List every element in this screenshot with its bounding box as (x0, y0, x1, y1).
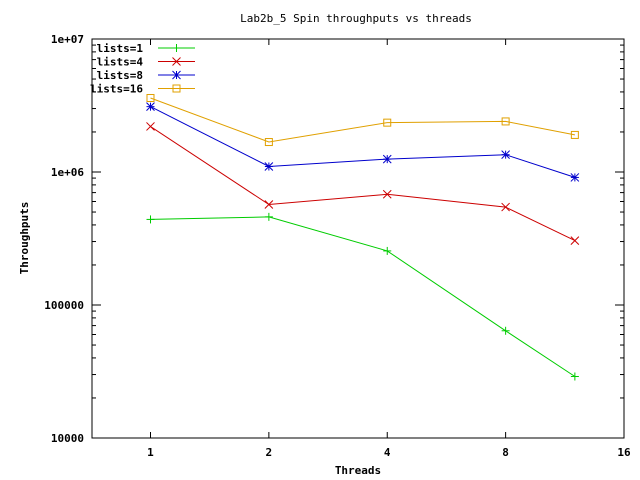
x-tick-label: 1 (147, 446, 154, 459)
chart-title: Lab2b_5 Spin throughputs vs threads (240, 12, 472, 25)
series-line (150, 97, 575, 143)
data-point (382, 189, 392, 199)
legend-swatch-marker (172, 84, 181, 93)
series-line (150, 216, 576, 377)
series-line (150, 106, 576, 178)
data-point (570, 372, 579, 381)
data-point (264, 138, 273, 147)
data-point (264, 200, 274, 209)
data-point-d2 (146, 122, 155, 131)
data-point (383, 246, 392, 255)
y-axis-title: Throughputs (18, 202, 31, 275)
x-tick-label: 16 (617, 446, 631, 459)
data-point (501, 326, 510, 335)
legend-swatch-marker (172, 57, 181, 66)
x-axis-title: Threads (335, 464, 381, 477)
legend-label: lists=8 (97, 69, 143, 82)
axis-ticks (92, 38, 625, 439)
data-point (382, 154, 392, 164)
data-point-d2 (264, 200, 274, 209)
axis-tick-labels: 1 2 4 8 16 10000 100000 1e+06 1e+07 (44, 33, 631, 459)
legend-label: lists=4 (97, 56, 144, 69)
legend-swatch-marker-d2 (172, 57, 181, 66)
data-point (146, 94, 155, 103)
data-point-d2 (264, 162, 274, 171)
data-point-d2 (501, 202, 510, 212)
data-point (501, 117, 510, 126)
data-point (570, 173, 580, 182)
legend-label: lists=1 (97, 42, 144, 55)
y-tick-label: 100000 (44, 299, 84, 312)
y-tick-label: 1e+06 (51, 166, 84, 179)
data-point (264, 212, 273, 221)
data-point-d2 (501, 150, 510, 160)
x-tick-label: 4 (384, 446, 391, 459)
x-tick-label: 2 (266, 446, 273, 459)
y-tick-label: 1e+07 (51, 33, 84, 46)
data-point (146, 215, 155, 224)
data-point (264, 162, 274, 171)
legend-label: lists=16 (90, 83, 143, 96)
legend-swatch-marker-d2 (172, 70, 181, 80)
data-point (570, 130, 579, 139)
series-3 (146, 94, 579, 147)
data-point (146, 122, 155, 131)
data-point (146, 102, 155, 112)
data-point (570, 236, 580, 245)
plot-frame (91, 38, 625, 439)
y-tick-label: 10000 (51, 432, 84, 445)
data-point-d2 (382, 154, 392, 164)
series-2 (146, 102, 580, 182)
data-point-d2 (146, 102, 155, 112)
data-point (501, 150, 510, 160)
data-point-d2 (570, 236, 580, 245)
series-1 (146, 122, 580, 245)
x-tick-label: 8 (502, 446, 509, 459)
series-line (150, 126, 576, 242)
legend-swatch-marker (172, 70, 181, 80)
data-point-d2 (382, 189, 392, 199)
data-point (383, 118, 392, 127)
series-layer (146, 94, 580, 381)
series-0 (146, 212, 579, 381)
data-point-d2 (570, 173, 580, 182)
data-point (501, 202, 510, 212)
legend-swatch-marker (172, 44, 181, 52)
